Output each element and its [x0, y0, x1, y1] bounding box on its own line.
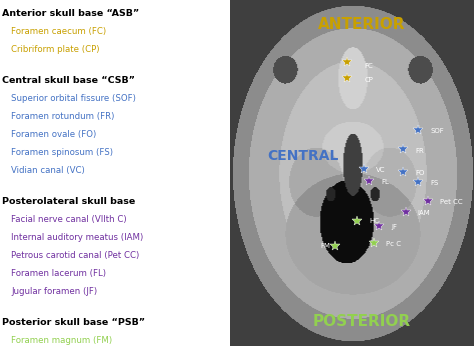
Text: Anterior skull base “ASB”: Anterior skull base “ASB”: [2, 9, 139, 18]
Text: FM: FM: [320, 243, 330, 249]
Text: POSTERIOR: POSTERIOR: [313, 314, 411, 329]
Text: ANTERIOR: ANTERIOR: [318, 17, 405, 32]
Text: Pet CC: Pet CC: [440, 199, 463, 206]
Text: Petrous carotid canal (Pet CC): Petrous carotid canal (Pet CC): [11, 251, 140, 260]
Text: JF: JF: [391, 224, 397, 230]
Text: Vidian canal (VC): Vidian canal (VC): [11, 166, 85, 175]
Text: CP: CP: [364, 76, 373, 83]
Text: Posterior skull base “PSB”: Posterior skull base “PSB”: [2, 318, 146, 327]
Text: Foramen lacerum (FL): Foramen lacerum (FL): [11, 269, 107, 278]
Text: Foramen magnum (FM): Foramen magnum (FM): [11, 336, 113, 345]
Text: IAM: IAM: [418, 210, 430, 216]
Text: Posterolateral skull base: Posterolateral skull base: [2, 197, 136, 206]
Text: FC: FC: [364, 63, 373, 69]
Text: Pc C: Pc C: [386, 241, 401, 247]
Text: Jugular foramen (JF): Jugular foramen (JF): [11, 287, 98, 296]
Text: HC: HC: [369, 218, 379, 225]
Text: Internal auditory meatus (IAM): Internal auditory meatus (IAM): [11, 233, 144, 242]
Text: Cribriform plate (CP): Cribriform plate (CP): [11, 45, 100, 54]
Text: VC: VC: [376, 166, 386, 173]
Text: Facial nerve canal (VIIth C): Facial nerve canal (VIIth C): [11, 215, 127, 224]
Text: Foramen caecum (FC): Foramen caecum (FC): [11, 27, 107, 36]
Text: FR: FR: [415, 147, 424, 154]
Text: CENTRAL: CENTRAL: [267, 149, 339, 163]
Text: FL: FL: [381, 179, 389, 185]
Text: FS: FS: [430, 180, 438, 186]
Text: Foramen rotundum (FR): Foramen rotundum (FR): [11, 112, 115, 121]
Text: Foramen spinosum (FS): Foramen spinosum (FS): [11, 148, 113, 157]
Text: Central skull base “CSB”: Central skull base “CSB”: [2, 76, 135, 85]
Text: Superior orbital fissure (SOF): Superior orbital fissure (SOF): [11, 94, 137, 103]
Text: SOF: SOF: [430, 128, 444, 135]
Text: Foramen ovale (FO): Foramen ovale (FO): [11, 130, 97, 139]
Text: FO: FO: [415, 170, 425, 176]
